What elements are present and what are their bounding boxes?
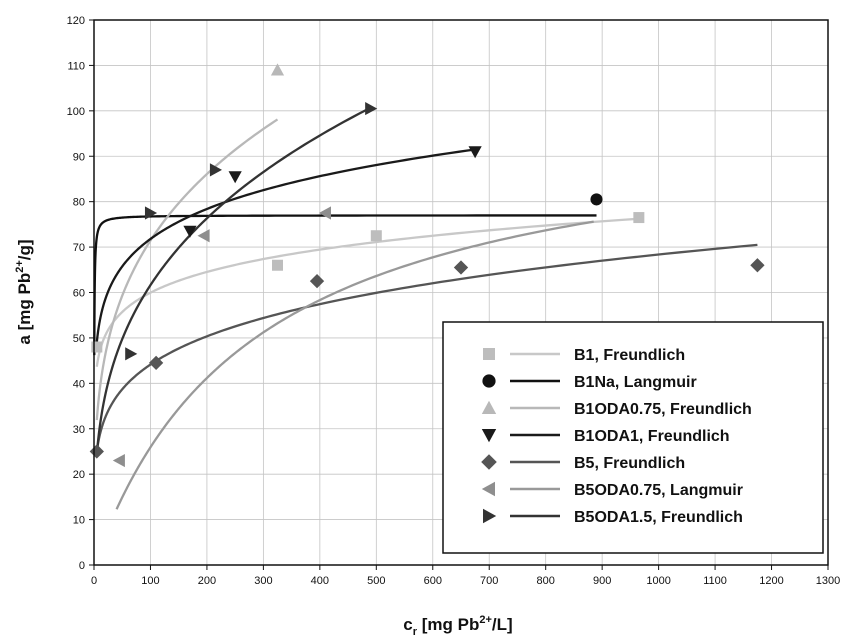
- y-tick-label: 50: [73, 333, 85, 345]
- x-axis-ticks: 0 100 200 300 400 500 600 700 800 900 1000 1100 1200…: [91, 565, 840, 587]
- x-tick-label: 1000: [646, 575, 670, 587]
- y-tick-label: 90: [73, 151, 85, 163]
- y-tick-label: 100: [67, 106, 85, 118]
- legend-label-b1-freundlich: B1, Freundlich: [574, 347, 685, 364]
- y-tick-label: 80: [73, 197, 85, 209]
- x-tick-label: 800: [537, 575, 555, 587]
- data-point-b1-freundlich: [371, 230, 382, 241]
- data-point-b1-freundlich: [272, 260, 283, 271]
- y-tick-label: 10: [73, 515, 85, 527]
- x-axis-title: cr [mg Pb2+/L]: [403, 614, 512, 638]
- legend-label-b1oda0-75-freundlich: B1ODA0.75, Freundlich: [574, 401, 752, 418]
- legend-marker-b1na-langmuir: [482, 374, 495, 387]
- x-tick-label: 1100: [703, 575, 727, 587]
- y-axis-title-sup: 2+: [14, 260, 26, 273]
- x-tick-label: 600: [424, 575, 442, 587]
- legend-label-b5oda1-5-freundlich: B5ODA1.5, Freundlich: [574, 509, 743, 526]
- y-tick-label: 20: [73, 469, 85, 481]
- y-tick-label: 120: [67, 15, 85, 27]
- legend-label-b1na-langmuir: B1Na, Langmuir: [574, 374, 697, 391]
- data-point-b1na-langmuir: [590, 193, 602, 205]
- legend-label-b5-freundlich: B5, Freundlich: [574, 455, 685, 472]
- x-axis-title-sup: 2+: [479, 614, 492, 626]
- data-point-b1-freundlich: [91, 342, 102, 353]
- y-tick-label: 0: [79, 560, 85, 572]
- data-point-b1-freundlich: [633, 212, 644, 223]
- y-tick-label: 60: [73, 288, 85, 300]
- legend-label-b1oda1-freundlich: B1ODA1, Freundlich: [574, 428, 730, 445]
- x-tick-label: 1200: [759, 575, 783, 587]
- x-tick-label: 1300: [816, 575, 840, 587]
- x-tick-label: 900: [593, 575, 611, 587]
- x-tick-label: 400: [311, 575, 329, 587]
- x-tick-label: 100: [141, 575, 159, 587]
- x-tick-label: 300: [254, 575, 272, 587]
- y-axis-ticks: 0 10 20 30 40 50 60 70 80 90 100 110 120: [67, 15, 94, 572]
- x-tick-label: 0: [91, 575, 97, 587]
- legend-marker-b1-freundlich: [483, 348, 495, 360]
- y-axis-title: a [mg Pb2+/g]: [14, 239, 34, 344]
- x-tick-label: 200: [198, 575, 216, 587]
- x-tick-label: 500: [367, 575, 385, 587]
- y-tick-label: 70: [73, 242, 85, 254]
- y-tick-label: 110: [67, 60, 85, 72]
- x-tick-label: 700: [480, 575, 498, 587]
- legend-label-b5oda0-75-langmuir: B5ODA0.75, Langmuir: [574, 482, 743, 499]
- legend: B1, Freundlich B1Na, Langmuir B1ODA0.75, F…: [443, 322, 823, 553]
- y-tick-label: 30: [73, 424, 85, 436]
- y-tick-label: 40: [73, 378, 85, 390]
